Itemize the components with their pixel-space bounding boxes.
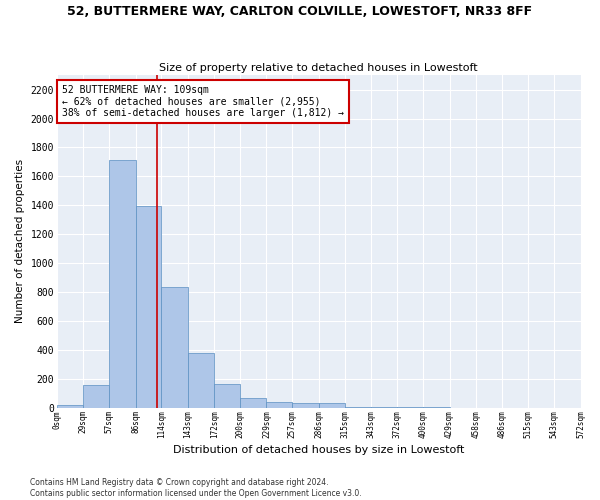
Bar [136,206,161,408]
Bar [292,404,319,407]
Bar [319,404,345,407]
Title: Size of property relative to detached houses in Lowestoft: Size of property relative to detached ho… [160,63,478,73]
Bar [214,384,240,407]
Text: 52 BUTTERMERE WAY: 109sqm
← 62% of detached houses are smaller (2,955)
38% of se: 52 BUTTERMERE WAY: 109sqm ← 62% of detac… [62,85,344,118]
Text: 52, BUTTERMERE WAY, CARLTON COLVILLE, LOWESTOFT, NR33 8FF: 52, BUTTERMERE WAY, CARLTON COLVILLE, LO… [67,5,533,18]
Bar [109,160,136,408]
Bar [371,407,397,408]
Y-axis label: Number of detached properties: Number of detached properties [15,160,25,324]
Text: Contains HM Land Registry data © Crown copyright and database right 2024.
Contai: Contains HM Land Registry data © Crown c… [30,478,362,498]
Bar [57,406,83,407]
Bar [345,407,371,408]
Bar [83,385,109,407]
Bar [240,398,266,407]
Bar [161,287,188,408]
Bar [188,352,214,408]
X-axis label: Distribution of detached houses by size in Lowestoft: Distribution of detached houses by size … [173,445,464,455]
Bar [266,402,292,407]
